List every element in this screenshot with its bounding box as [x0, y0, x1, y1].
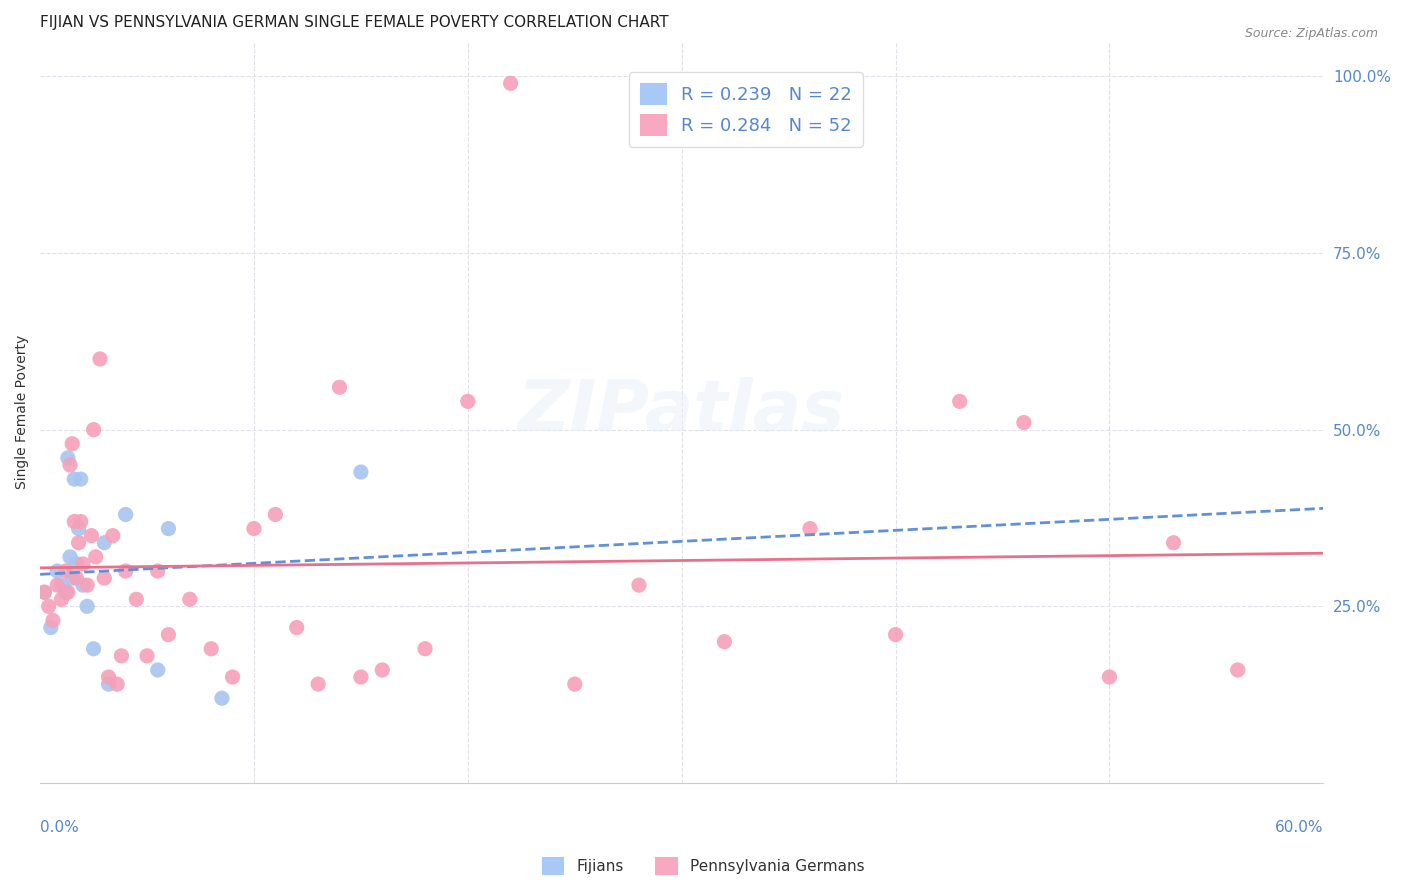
Text: 0.0%: 0.0% [41, 820, 79, 835]
Point [93, 535, 115, 549]
Point [76, 578, 98, 592]
Point [65, 571, 87, 585]
Point [67, 535, 90, 549]
Point [51, 592, 73, 607]
Point [307, 677, 329, 691]
Y-axis label: Single Female Poverty: Single Female Poverty [15, 334, 30, 489]
Point [34, 585, 56, 599]
Point [97, 677, 120, 691]
Point [60, 437, 83, 451]
Text: Source: ZipAtlas.com: Source: ZipAtlas.com [1244, 27, 1378, 40]
Point [1226, 663, 1249, 677]
Point [179, 592, 201, 607]
Point [157, 522, 180, 536]
Point [42, 614, 65, 628]
Point [39, 621, 62, 635]
Point [38, 599, 60, 614]
Point [65, 557, 87, 571]
Point [110, 648, 132, 663]
Point [51, 578, 73, 592]
Point [97, 670, 120, 684]
Point [1098, 670, 1121, 684]
Legend: R = 0.239   N = 22, R = 0.284   N = 52: R = 0.239 N = 22, R = 0.284 N = 52 [628, 72, 863, 147]
Point [1163, 535, 1185, 549]
Point [627, 578, 650, 592]
Point [72, 578, 94, 592]
Point [56, 450, 79, 465]
Point [114, 564, 136, 578]
Point [59, 458, 82, 472]
Point [93, 571, 115, 585]
Point [46, 564, 69, 578]
Point [69, 515, 91, 529]
Point [146, 663, 169, 677]
Point [457, 394, 479, 409]
Point [60, 571, 83, 585]
Point [146, 564, 169, 578]
Point [136, 648, 159, 663]
Point [328, 380, 350, 394]
Point [46, 578, 69, 592]
Point [949, 394, 972, 409]
Point [63, 472, 86, 486]
Point [84, 549, 107, 564]
Point [56, 585, 79, 599]
Point [221, 670, 243, 684]
Point [114, 508, 136, 522]
Point [67, 522, 90, 536]
Point [72, 557, 94, 571]
Point [499, 76, 522, 90]
Point [59, 549, 82, 564]
Point [564, 677, 586, 691]
Point [105, 677, 128, 691]
Point [125, 592, 148, 607]
Point [63, 515, 86, 529]
Point [211, 691, 233, 706]
Text: 60.0%: 60.0% [1275, 820, 1323, 835]
Point [350, 670, 373, 684]
Point [89, 351, 111, 366]
Point [350, 465, 373, 479]
Point [101, 529, 124, 543]
Text: FIJIAN VS PENNSYLVANIA GERMAN SINGLE FEMALE POVERTY CORRELATION CHART: FIJIAN VS PENNSYLVANIA GERMAN SINGLE FEM… [41, 15, 669, 30]
Legend: Fijians, Pennsylvania Germans: Fijians, Pennsylvania Germans [533, 847, 873, 884]
Point [1012, 416, 1035, 430]
Point [413, 641, 436, 656]
Point [285, 621, 308, 635]
Point [83, 423, 105, 437]
Point [884, 627, 907, 641]
Point [200, 641, 222, 656]
Point [264, 508, 287, 522]
Point [83, 641, 105, 656]
Point [55, 564, 77, 578]
Point [69, 472, 91, 486]
Point [243, 522, 266, 536]
Point [80, 529, 103, 543]
Point [371, 663, 394, 677]
Point [55, 585, 77, 599]
Text: ZIPatlas: ZIPatlas [517, 377, 845, 447]
Point [157, 627, 180, 641]
Point [34, 585, 56, 599]
Point [799, 522, 821, 536]
Point [713, 634, 735, 648]
Point [76, 599, 98, 614]
